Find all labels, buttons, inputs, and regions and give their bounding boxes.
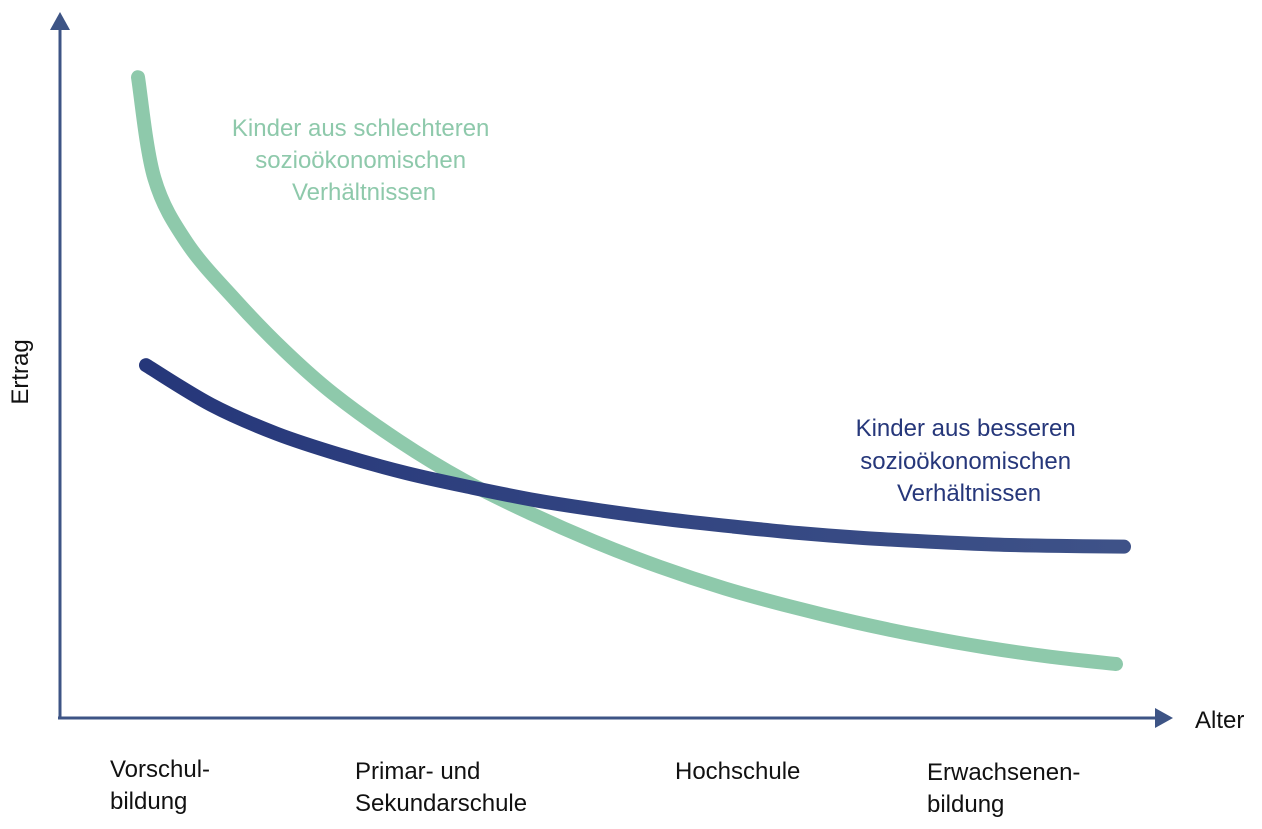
x-tick-label-primar-sekundarschule-line-2: Sekundarschule [355,790,527,817]
x-axis-arrow [1155,708,1173,728]
series-label-better-line-3: Verhältnissen [897,480,1041,507]
x-tick-label-hochschule-line-1: Hochschule [675,758,800,785]
series-label-worse: Kinder aus schlechteren sozioökonomische… [232,115,496,206]
x-tick-label-erwachsenenbildung: Erwachsenen- bildung [927,759,1087,818]
series-label-better: Kinder aus besseren sozioökonomischen Ve… [856,415,1083,507]
x-tick-label-primar-sekundarschule: Primar- und Sekundarschule [355,758,527,817]
series-line-worse [131,70,1123,671]
series-label-better-line-2: sozioökonomischen [860,448,1071,475]
y-axis-arrow [50,12,70,30]
series-line-better [139,358,1131,554]
series-label-worse-line-3: Verhältnissen [292,179,436,206]
x-axis-title: Alter [1195,707,1244,734]
x-tick-label-hochschule: Hochschule [675,758,800,785]
series-label-worse-line-1: Kinder aus schlechteren [232,115,489,142]
x-tick-label-erwachsenenbildung-line-2: bildung [927,791,1004,818]
x-tick-label-vorschulbildung-line-2: bildung [110,788,187,815]
x-tick-label-erwachsenenbildung-line-1: Erwachsenen- [927,759,1080,786]
x-tick-label-primar-sekundarschule-line-1: Primar- und [355,758,480,785]
x-tick-label-vorschulbildung: Vorschul- bildung [110,756,217,815]
series-label-worse-line-2: sozioökonomischen [255,147,466,174]
x-tick-label-vorschulbildung-line-1: Vorschul- [110,756,210,783]
y-axis-title: Ertrag [7,339,34,404]
series-label-better-line-1: Kinder aus besseren [856,415,1076,442]
